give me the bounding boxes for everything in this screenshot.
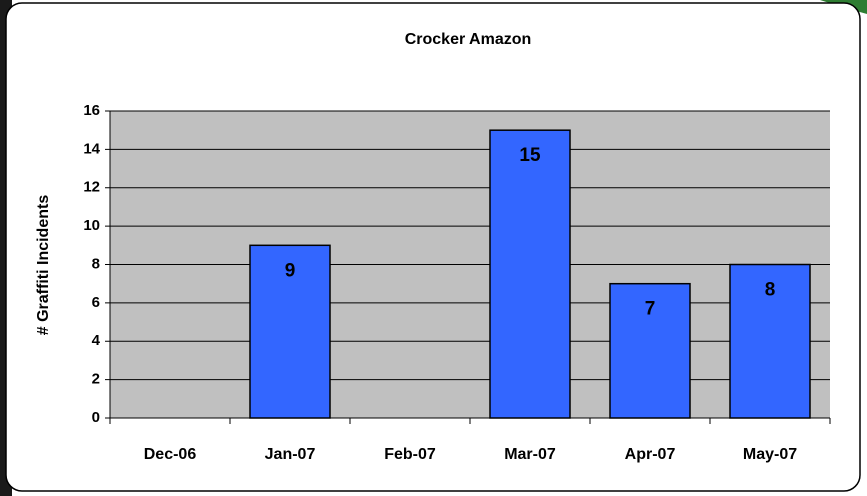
y-tick-label: 4: [92, 332, 101, 349]
x-tick-label: Mar-07: [504, 446, 556, 463]
page: Crocker Amazon # Graffiti Incidents 0 2 4 6…: [0, 0, 867, 496]
y-tick-label: 0: [92, 409, 100, 426]
x-tick-label: Jan-07: [265, 446, 316, 463]
x-tick-label: Apr-07: [625, 446, 676, 463]
chart: Crocker Amazon # Graffiti Incidents 0 2 4 6…: [0, 0, 867, 496]
chart-title: Crocker Amazon: [405, 31, 532, 48]
y-tick-label: 12: [83, 179, 100, 196]
y-tick-label: 14: [83, 140, 100, 157]
data-label: 15: [519, 145, 541, 166]
data-label: 8: [765, 280, 776, 301]
y-axis-label: # Graffiti Incidents: [35, 195, 52, 336]
y-tick-label: 16: [83, 102, 100, 119]
x-tick-label: Feb-07: [384, 446, 436, 463]
data-label: 7: [645, 299, 656, 320]
x-tick-label: May-07: [743, 446, 797, 463]
y-tick-label: 8: [92, 255, 100, 272]
data-label: 9: [285, 260, 296, 281]
x-tick-label: Dec-06: [144, 446, 197, 463]
y-tick-label: 2: [92, 371, 100, 388]
bar: [490, 130, 570, 418]
y-tick-label: 6: [92, 294, 100, 311]
y-tick-label: 10: [83, 217, 100, 234]
